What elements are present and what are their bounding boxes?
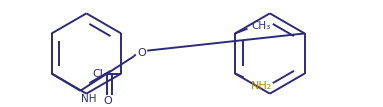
Text: CH₃: CH₃ <box>251 21 270 31</box>
Text: NH₂: NH₂ <box>250 81 272 91</box>
Text: O: O <box>137 48 146 58</box>
Text: O: O <box>104 96 112 106</box>
Text: NH: NH <box>81 94 97 104</box>
Text: Cl: Cl <box>92 69 103 79</box>
